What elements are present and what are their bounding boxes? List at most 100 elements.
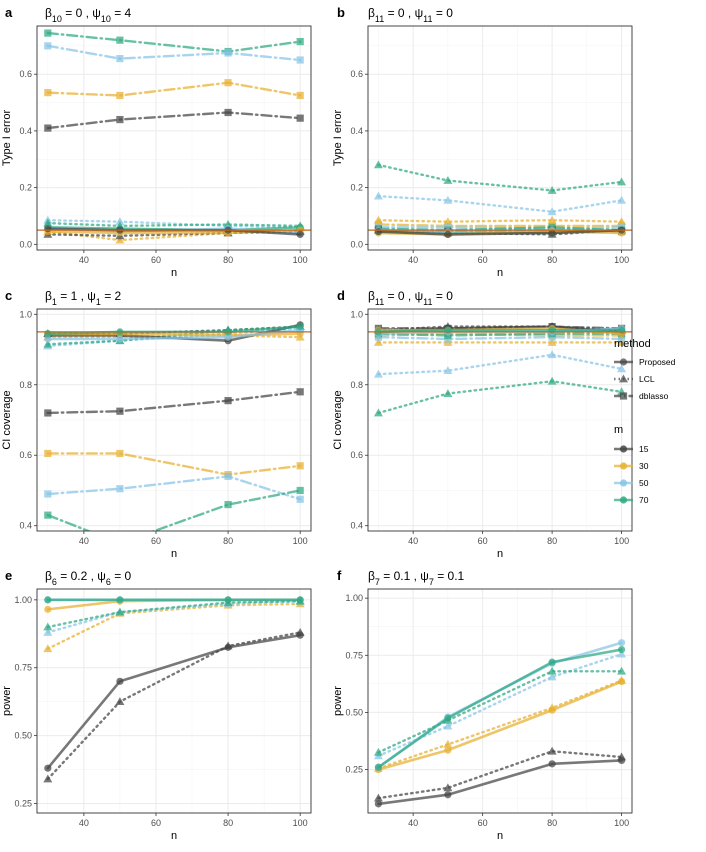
x-tick-label: 40: [408, 255, 418, 265]
data-point-dblasso-m30: [44, 89, 52, 97]
series-line-lcl-m70: [377, 163, 623, 192]
y-axis-label: CI coverage: [1, 390, 13, 449]
y-tick-label: 0.2: [19, 183, 32, 193]
data-point-lcl-m30: [547, 337, 557, 346]
data-point-dblasso-m30: [116, 449, 124, 458]
y-tick-label: 1.0: [350, 309, 363, 319]
data-point-proposed-m50: [224, 333, 232, 341]
data-point-proposed-m15: [548, 760, 556, 768]
series-line-dblasso-m30: [46, 81, 302, 97]
panel-e: e β6 = 0.2 , ψ6 = 0 40 60 80 100 0.25 0.50 0.75 1…: [1, 568, 312, 842]
x-tick-label: 80: [223, 255, 233, 265]
x-tick-label: 100: [614, 818, 629, 828]
data-point-dblasso-m50: [224, 49, 232, 57]
series-line-proposed-m30: [377, 680, 623, 771]
series-line-dblasso-m15: [46, 390, 302, 415]
data-point-lcl-m15: [115, 697, 125, 706]
x-tick-label: 60: [151, 818, 161, 828]
panel-letter: b: [337, 5, 345, 20]
data-point-lcl-m70: [43, 622, 53, 631]
data-point-proposed-m70: [617, 326, 626, 334]
legend-method-item: LCL: [614, 374, 655, 384]
data-point-proposed-m50: [617, 639, 626, 647]
data-point-dblasso-m50: [296, 495, 304, 503]
data-point-lcl-m70: [443, 389, 453, 397]
panel-border: [36, 25, 312, 251]
data-point-proposed-m70: [44, 330, 52, 338]
data-point-proposed-m15: [296, 230, 304, 239]
series-line-lcl-m30: [377, 679, 623, 770]
x-axis-label: n: [171, 267, 177, 279]
data-point-lcl-m15: [223, 641, 233, 650]
legend-method-label: Proposed: [639, 357, 676, 367]
data-point-proposed-m70: [548, 326, 556, 334]
data-point-dblasso-m70: [116, 36, 124, 44]
data-point-dblasso-m15: [296, 388, 304, 396]
data-point-proposed-m50: [44, 335, 52, 343]
y-tick-label: 0.75: [345, 650, 363, 660]
data-point-lcl-m50: [443, 195, 453, 204]
data-point-lcl-m30: [617, 675, 627, 684]
panel-border: [367, 308, 633, 532]
data-point-proposed-m50: [116, 335, 124, 343]
data-point-lcl-m70: [547, 185, 557, 194]
legend-method-item: dblasso: [614, 391, 669, 401]
data-point-proposed-m70: [444, 326, 452, 334]
data-point-lcl-m50: [373, 369, 383, 378]
panel-title: β11 = 0 , ψ11 = 0: [368, 6, 453, 24]
data-point-lcl-m15: [43, 774, 53, 783]
data-point-lcl-m50: [547, 672, 557, 681]
y-tick-label: 0.6: [350, 450, 363, 460]
x-axis-label: n: [171, 548, 177, 560]
x-tick-label: 40: [408, 536, 418, 546]
x-tick-label: 40: [79, 536, 89, 546]
x-tick-label: 80: [223, 818, 233, 828]
data-point-lcl-m50: [43, 627, 53, 636]
legend-key-circle-icon: [619, 445, 628, 453]
data-point-lcl-m50: [547, 207, 557, 216]
data-point-lcl-m70: [547, 376, 557, 385]
panel-letter: d: [337, 288, 345, 303]
data-point-lcl-m70: [373, 160, 383, 169]
series-line-dblasso-m70: [377, 226, 623, 232]
series-line-proposed-m50: [377, 641, 623, 769]
data-point-proposed-m15: [374, 227, 383, 236]
data-point-lcl-m15: [295, 627, 305, 636]
legend-m-title: m: [614, 424, 623, 436]
data-layer: [43, 29, 305, 244]
data-layer: [373, 639, 627, 808]
data-point-lcl-m50: [443, 366, 453, 375]
data-point-dblasso-m30: [116, 91, 124, 100]
data-point-lcl-m70: [617, 177, 627, 186]
data-point-proposed-m15: [444, 230, 452, 239]
panel-letter: e: [5, 568, 12, 583]
data-point-proposed-m70: [548, 658, 556, 666]
data-point-proposed-m30: [44, 605, 52, 613]
data-point-lcl-m30: [547, 703, 557, 712]
panel-border: [36, 308, 312, 532]
x-tick-label: 60: [151, 255, 161, 265]
data-point-proposed-m70: [116, 596, 124, 604]
x-tick-label: 80: [547, 255, 557, 265]
series-line-lcl-m50: [377, 353, 623, 376]
y-tick-label: 0.0: [19, 239, 32, 249]
data-point-dblasso-m15: [296, 114, 304, 122]
x-axis-label: n: [497, 267, 503, 279]
data-point-lcl-m50: [617, 364, 627, 373]
data-layer: [373, 160, 627, 239]
data-point-lcl-m50: [617, 649, 627, 658]
data-point-proposed-m15: [548, 229, 556, 237]
x-tick-label: 60: [151, 536, 161, 546]
y-tick-label: 0.6: [19, 450, 32, 460]
data-point-lcl-m30: [547, 215, 557, 224]
panel-letter: a: [5, 5, 13, 20]
data-point-proposed-m15: [44, 764, 52, 772]
data-point-lcl-m70: [443, 176, 453, 184]
data-layer: [373, 322, 627, 417]
panel-title: β1 = 1 , ψ1 = 2: [45, 289, 122, 307]
series-line-dblasso-m50: [377, 335, 623, 341]
y-axis-label: Type I error: [1, 110, 13, 167]
data-point-dblasso-m50: [296, 56, 304, 64]
panel-border: [36, 588, 312, 814]
